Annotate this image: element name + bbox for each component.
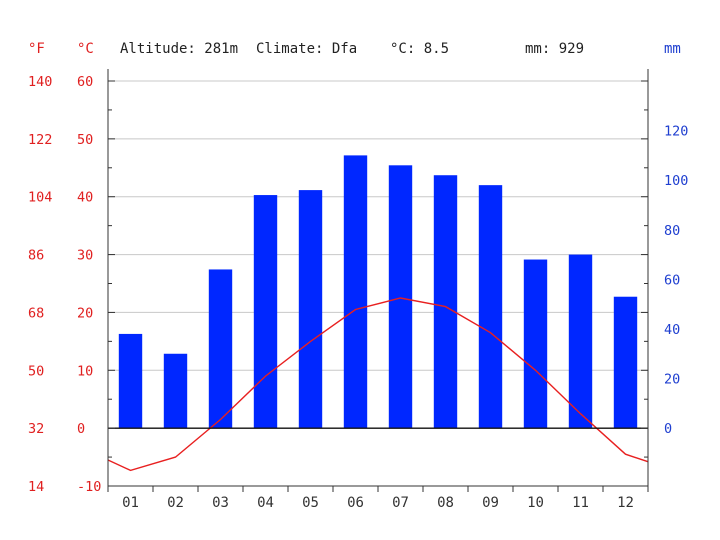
axes: [107, 69, 649, 492]
precip-bar-08: [433, 175, 458, 429]
f-tick-label: 86: [28, 248, 44, 264]
temperature-line-group: [107, 297, 649, 472]
month-label: 05: [302, 495, 319, 511]
month-label: 09: [482, 495, 499, 511]
precip-bar-06: [343, 155, 368, 429]
header-unit-mm: mm: [664, 41, 681, 57]
month-label: 07: [392, 495, 409, 511]
mm-tick-label: 60: [664, 272, 680, 288]
f-tick-label: 32: [28, 421, 44, 437]
mm-tick-label: 100: [664, 173, 688, 189]
c-tick-label: 30: [77, 248, 93, 264]
f-tick-label: 50: [28, 363, 44, 379]
precip-bar-04: [253, 195, 278, 429]
c-tick-label: 0: [77, 421, 85, 437]
mm-tick-label: 80: [664, 223, 680, 239]
precip-bar-05: [298, 190, 323, 429]
month-label: 06: [347, 495, 364, 511]
mm-tick-label: 120: [664, 124, 688, 140]
header-unit-f: °F: [28, 41, 45, 57]
f-tick-label: 122: [28, 132, 52, 148]
month-label: 11: [572, 495, 589, 511]
header-precip-total: mm: 929: [525, 41, 584, 57]
grid: [108, 80, 648, 429]
c-tick-label: 60: [77, 74, 93, 90]
header-altitude: Altitude: 281m: [120, 41, 238, 57]
header-mean-temp: °C: 8.5: [390, 41, 449, 57]
f-tick-label: 140: [28, 74, 52, 90]
c-tick-label: -10: [77, 479, 101, 495]
precip-bar-09: [478, 185, 503, 429]
month-label: 03: [212, 495, 229, 511]
precip-bar-10: [523, 259, 548, 429]
c-tick-label: 20: [77, 305, 93, 321]
month-label: 12: [617, 495, 634, 511]
month-label: 02: [167, 495, 184, 511]
header-climate: Climate: Dfa: [256, 41, 357, 57]
precipitation-bars: [118, 155, 638, 429]
mm-tick-label: 20: [664, 372, 680, 388]
precip-bar-01: [118, 333, 143, 429]
f-tick-label: 104: [28, 190, 52, 206]
month-label: 01: [122, 495, 139, 511]
temperature-line: [107, 297, 649, 472]
precip-bar-11: [568, 254, 593, 429]
header-unit-c: °C: [77, 41, 94, 57]
f-tick-label: 68: [28, 305, 44, 321]
c-tick-label: 10: [77, 363, 93, 379]
precip-bar-02: [163, 353, 188, 429]
precip-bar-07: [388, 165, 413, 429]
month-label: 04: [257, 495, 274, 511]
c-tick-label: 40: [77, 190, 93, 206]
mm-tick-label: 40: [664, 322, 680, 338]
axis-labels: 6050403020100-10140122104866850321412010…: [28, 74, 688, 511]
f-tick-label: 14: [28, 479, 44, 495]
precip-bar-12: [613, 296, 638, 429]
mm-tick-label: 0: [664, 421, 672, 437]
c-tick-label: 50: [77, 132, 93, 148]
month-label: 10: [527, 495, 544, 511]
precip-bar-03: [208, 269, 233, 429]
month-label: 08: [437, 495, 454, 511]
